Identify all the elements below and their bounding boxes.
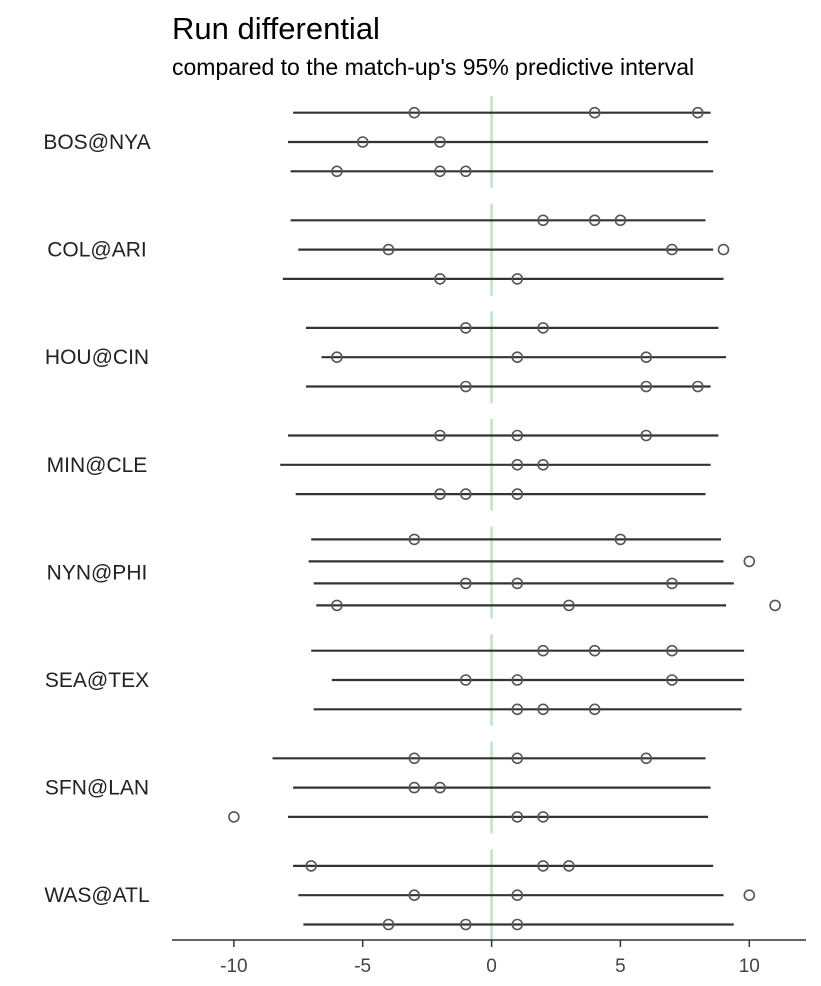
data-point [691,380,704,393]
data-point [588,214,601,227]
data-point [537,458,549,471]
data-point [769,599,781,612]
x-tick-label: -5 [354,956,371,977]
data-point [382,243,395,256]
x-tick-label: -10 [220,956,247,977]
data-point [537,644,549,657]
data-point [434,781,446,794]
data-point [511,811,524,823]
data-point [228,811,240,823]
x-tick-label: 0 [486,956,497,977]
data-point [666,644,678,657]
data-point [588,644,601,657]
data-point [434,165,446,178]
data-point [666,674,678,686]
data-point [408,533,421,546]
data-point [511,889,524,902]
data-point [614,214,627,227]
data-point [331,599,343,612]
data-point [691,106,704,119]
group-label: COL@ARI [47,239,147,262]
data-point [511,351,524,364]
data-point [743,889,756,902]
data-point [743,555,756,568]
data-point [511,273,524,285]
data-point [640,429,653,442]
group-label: NYN@PHI [47,561,148,584]
data-point [382,918,395,931]
data-point [459,165,472,178]
data-point [434,429,446,442]
data-point [459,918,472,931]
data-point [511,488,524,500]
data-point [537,860,549,872]
data-point [511,577,524,590]
data-point [356,136,369,148]
data-point [537,703,549,716]
data-point [331,351,343,364]
data-point [408,889,421,902]
group-label: BOS@NYA [43,131,150,154]
x-axis: -10 -5 0 5 10 [172,939,806,977]
data-point [459,488,472,500]
data-point [408,752,421,765]
x-tick-label: 10 [739,956,760,977]
group-label: SEA@TEX [45,669,149,692]
group-label: SFN@LAN [45,777,149,800]
data-point [511,458,524,471]
data-point [331,165,343,178]
data-point [614,533,627,546]
data-point [511,703,524,716]
data-point [511,429,524,442]
data-point [305,860,318,872]
data-point [563,860,575,872]
chart-title: Run differential [172,11,380,46]
data-point [537,322,549,334]
data-point [408,781,421,794]
data-point [640,380,653,393]
data-point [459,380,472,393]
data-point [459,322,472,334]
group-label: WAS@ATL [44,884,149,907]
data-point [511,752,524,765]
data-point [511,918,524,931]
data-point [459,674,472,686]
group-label: HOU@CIN [45,346,149,369]
data-point [640,752,653,765]
x-tick-label: 5 [615,956,626,977]
data-point [459,577,472,590]
data-point [563,599,575,612]
data-point [434,273,446,285]
data-point [434,136,446,148]
data-point [588,106,601,119]
chart-subtitle: compared to the match-up's 95% predictiv… [172,54,694,80]
data-point [588,703,601,716]
group-label-layer: BOS@NYA COL@ARI HOU@CIN MIN@CLE NYN@PHI SEA@T… [43,131,150,907]
data-point [666,243,678,256]
data-point [434,488,446,500]
data-point [640,351,653,364]
data-point [511,674,524,686]
point-layer [228,106,781,931]
data-point [537,811,549,823]
interval-layer [272,111,745,926]
data-point [537,214,549,227]
data-point [666,577,678,590]
group-label: MIN@CLE [47,454,148,477]
data-point [717,243,730,256]
data-point [408,106,421,119]
